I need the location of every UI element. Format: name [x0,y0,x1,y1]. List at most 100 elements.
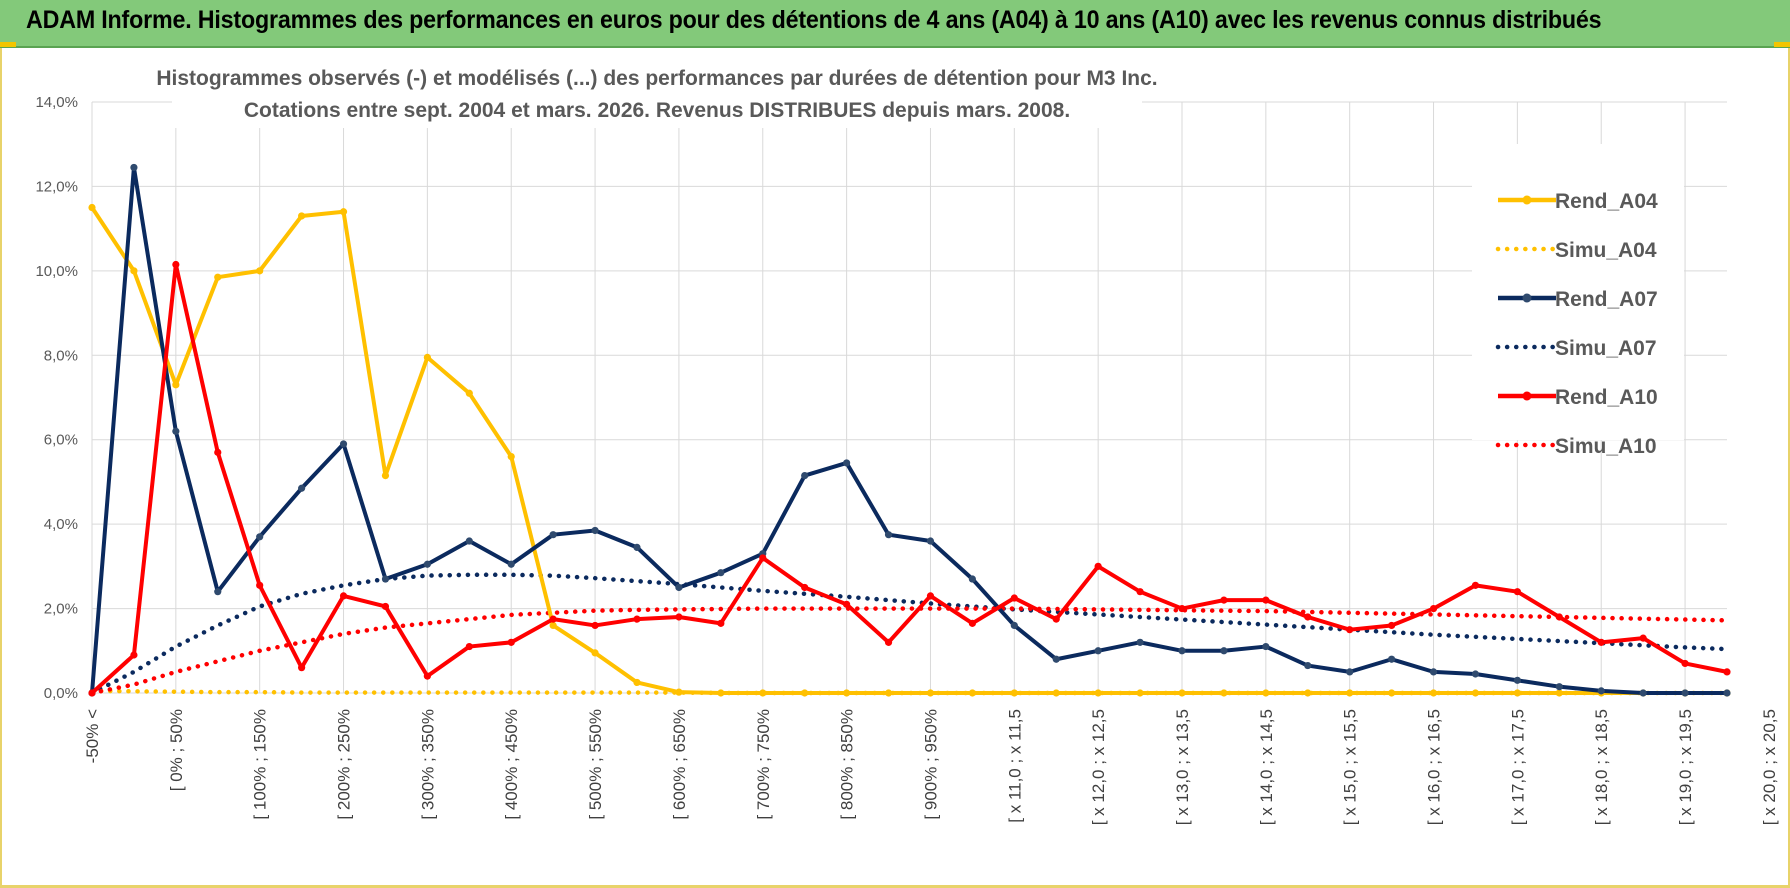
rend-a04-point [591,649,599,657]
rend-a07-point [801,471,809,480]
x-tick-label: [ 200% ; 250% [335,709,354,820]
rend-a10-point [549,615,557,623]
rend-a04-point [549,621,557,630]
legend-label-rend-a04: Rend_A04 [1555,190,1658,213]
rend-a04-point [759,689,767,697]
x-tick-label: [ 300% ; 350% [418,709,437,820]
rend-a04-point [968,689,976,697]
rend-a10-point [1220,596,1228,604]
x-tick-label: [ x 12,0 ; x 12,5 [1089,709,1108,825]
rend-a10-point [968,619,976,627]
report-banner: ADAM Informe. Histogrammes des performan… [0,0,1790,48]
rend-a04-point [1429,689,1438,697]
rend-a04-point [507,453,515,461]
x-tick-label: [ 0% ; 50% [167,709,186,791]
chart-title: Histogrammes observés (-) et modélisés (… [156,60,1158,128]
rend-a04-point [1304,689,1312,697]
y-tick-label: 4,0% [44,516,78,533]
rend-a04-point [1010,689,1018,697]
rend-a07-point [423,560,431,568]
rend-a04-point [1178,689,1186,697]
rend-a07-point [1052,655,1060,663]
rend-a10-point [1555,613,1563,621]
rend-a07-point [256,533,264,541]
legend-label-simu-a07: Simu_A07 [1555,337,1657,360]
x-tick-label: [ 500% ; 550% [586,709,605,820]
rend-a07-point [717,569,725,577]
chart-title-background [172,60,1142,128]
rend-a10-point [423,672,431,680]
x-tick-label: [ x 18,0 ; x 18,5 [1592,709,1611,825]
rend-a07-point [298,484,306,492]
rend-a04-point [1262,689,1270,697]
rend-a07-point [884,531,893,539]
rend-a10-point [1262,596,1270,604]
x-tick-label: -50% < [83,709,102,763]
rend-a04-point [1513,689,1521,697]
legend-marker-rend-a04 [1522,195,1532,205]
rend-a10-point [339,592,348,600]
x-axis-ticks: -50% < [ 0% ; 50% [ 100% ; 150% [ 200% ; 25… [83,709,1779,825]
rend-a10-point [801,583,809,592]
legend-label-rend-a07: Rend_A07 [1555,288,1658,311]
rend-a04-point [1471,689,1480,697]
rend-a07-point [1346,668,1354,676]
rend-a04-point [801,689,809,697]
series-lines [88,163,1731,697]
rend-a07-point [1471,670,1480,678]
rend-a10-point [1681,659,1689,668]
rend-a10-point [1388,621,1396,630]
chart-title-line-2: Cotations entre sept. 2004 et mars. 2026… [244,99,1070,122]
rend-a07-point [1262,642,1270,651]
x-tick-label: [ 900% ; 950% [921,709,940,820]
rend-a10-point [172,260,180,269]
rend-a07-point [465,537,473,545]
report-title: ADAM Informe. Histogrammes des performan… [26,6,1602,34]
rend-a07-point [1723,689,1731,697]
y-tick-label: 8,0% [44,347,78,364]
y-tick-label: 12,0% [35,178,78,195]
rend-a07-point [1094,647,1102,655]
rend-a07-point [1388,655,1396,663]
legend-marker-rend-a07 [1522,293,1532,303]
rend-a07-point [214,588,222,596]
rend-a10-point [1052,615,1060,623]
x-tick-label: [ 600% ; 650% [670,709,689,820]
rend-a07-line [90,165,1727,695]
x-tick-label: [ x 17,0 ; x 17,5 [1508,709,1527,825]
rend-a07-point [968,575,976,583]
x-tick-label: [ 100% ; 150% [251,709,270,820]
legend-background [1472,144,1684,440]
histogram-chart: Histogrammes observés (-) et modélisés (… [35,60,1779,825]
y-axis-ticks: 0,0% 2,0% 4,0% 6,0% 8,0% 10,0% 12,0% 14,0% [35,94,78,702]
rend-a10-point [507,638,515,646]
rend-a07-point [1429,668,1438,676]
rend-a04-point [298,212,306,220]
y-tick-label: 6,0% [44,432,78,449]
x-tick-label: [ x 15,0 ; x 15,5 [1341,709,1360,825]
rend-a04-point [926,689,935,697]
rend-a04-point [1346,689,1354,697]
y-tick-label: 0,0% [44,685,78,702]
rend-a04-point [130,267,138,275]
rend-a10-point [465,642,473,651]
rend-a10-point [675,613,683,621]
legend-marker-rend-a10 [1522,391,1532,401]
rend-a10-point [1597,638,1605,646]
x-tick-label: [ 400% ; 450% [502,709,521,820]
rend-a07-point [130,163,138,172]
rend-a04-point [256,267,264,275]
rend-a07-point [1010,621,1018,630]
x-tick-label: [ x 16,0 ; x 16,5 [1425,709,1444,825]
rend-a07-point [507,560,515,568]
rend-a04-point [172,381,180,389]
rend-a07-point [843,459,851,467]
rend-a07-point [1304,661,1312,670]
rend-a04-line [90,206,1727,695]
rend-a04-point [1094,689,1102,697]
rend-a04-point [423,353,431,361]
rend-a10-point [926,592,935,600]
rend-a10-point [759,554,767,562]
y-tick-label: 14,0% [35,94,78,111]
rend-a07-point [381,575,390,583]
